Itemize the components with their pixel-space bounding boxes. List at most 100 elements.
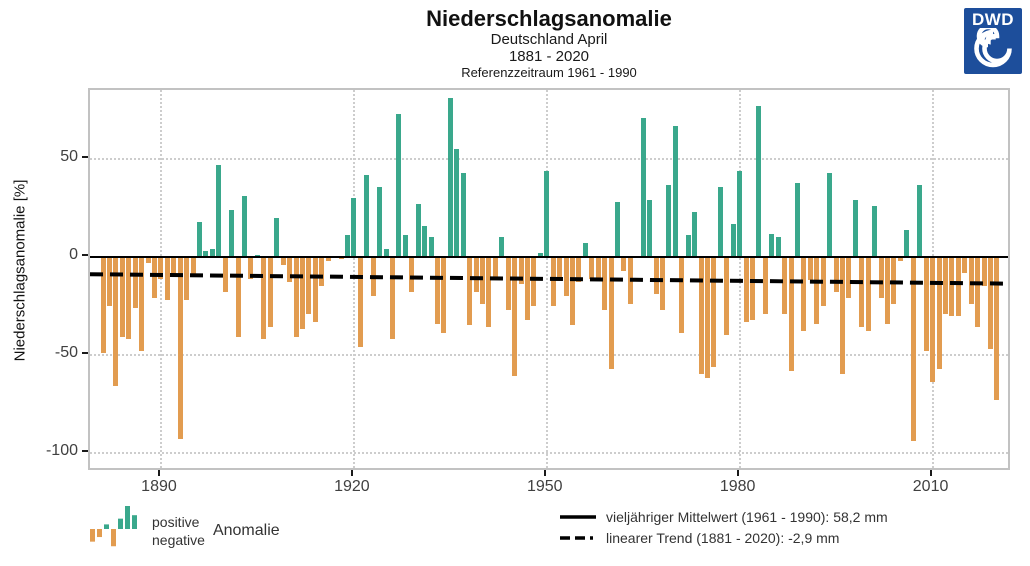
bar-1951	[550, 257, 556, 306]
bar-1959	[602, 257, 608, 310]
bar-1969	[666, 184, 672, 257]
y-tick-label: 50	[60, 148, 78, 166]
bar-2003	[885, 257, 891, 324]
bar-1946	[518, 257, 524, 285]
bar-1889	[152, 257, 158, 299]
bar-1924	[377, 186, 383, 257]
bar-1934	[441, 257, 447, 334]
bar-1982	[750, 257, 756, 320]
bar-1995	[833, 257, 839, 293]
plot-panel	[88, 88, 1010, 470]
bar-1914	[312, 257, 318, 322]
h-gridline	[90, 158, 1008, 161]
bar-1887	[139, 257, 145, 351]
bar-2010	[930, 257, 936, 383]
bar-1998	[852, 200, 858, 257]
bar-1987	[782, 257, 788, 314]
legend-negative-label: negative	[152, 532, 205, 548]
bar-1884	[119, 257, 125, 338]
page-title: Niederschlagsanomalie	[426, 6, 672, 31]
bar-1896	[197, 221, 203, 257]
bar-1983	[756, 106, 762, 257]
bar-1989	[795, 182, 801, 257]
x-tick-label: 1950	[526, 478, 563, 495]
bar-1990	[801, 257, 807, 332]
mean-reference-line	[90, 256, 1008, 258]
x-tick-mark	[543, 470, 546, 476]
bar-1939	[473, 257, 479, 293]
x-tick-label: 1920	[334, 478, 370, 495]
v-gridline	[545, 90, 548, 468]
x-tick-mark	[157, 470, 160, 476]
bar-1996	[840, 257, 846, 375]
bar-1956	[582, 243, 588, 257]
legend-anomalie-label: Anomalie	[212, 522, 280, 539]
bar-1941	[486, 257, 492, 328]
bar-1970	[672, 125, 678, 257]
legend-mean-label: vieljähriger Mittelwert (1961 - 1990): 5…	[606, 508, 888, 525]
bar-1980	[737, 170, 743, 257]
legend-lines: vieljähriger Mittelwert (1961 - 1990): 5…	[560, 506, 888, 548]
bar-1932	[428, 237, 434, 257]
x-tick-mark	[736, 470, 739, 476]
bar-1936	[454, 149, 460, 257]
dwd-logo: DWD	[964, 8, 1022, 74]
bar-1928	[402, 235, 408, 257]
bar-1950	[544, 170, 550, 257]
bar-1913	[306, 257, 312, 314]
bar-1979	[730, 223, 736, 257]
bar-1912	[299, 257, 305, 330]
bar-2016	[968, 257, 974, 304]
bar-1955	[576, 257, 582, 283]
bar-1903	[242, 196, 248, 257]
bar-2000	[865, 257, 871, 332]
bar-1881	[100, 257, 106, 353]
bar-1999	[859, 257, 865, 328]
bar-1925	[383, 249, 389, 257]
v-gridline	[159, 90, 162, 468]
chart-subtitle-region: Deutschland April	[490, 31, 608, 48]
bar-1888	[145, 257, 151, 263]
bar-1997	[846, 257, 852, 299]
bar-1978	[724, 257, 730, 336]
bar-2019	[987, 257, 993, 349]
bar-2013	[949, 257, 955, 316]
y-tick-label: -100	[45, 441, 78, 459]
y-tick-mark	[82, 156, 88, 159]
bar-1943	[499, 237, 505, 257]
bar-1921	[357, 257, 363, 348]
anomaly-bars-icon	[90, 506, 137, 547]
legend-mean-row: vieljähriger Mittelwert (1961 - 1990): 5…	[560, 506, 888, 527]
bar-1927	[396, 114, 402, 257]
bar-1948	[531, 257, 537, 306]
bar-1922	[364, 174, 370, 257]
dwd-spiral-icon	[974, 28, 1012, 68]
bar-1882	[107, 257, 113, 306]
bar-1974	[698, 257, 704, 375]
bar-1926	[389, 257, 395, 340]
chart-subtitle-reference: Referenzzeitraum 1961 - 1990	[461, 65, 637, 80]
bar-2008	[917, 184, 923, 257]
legend-trend-row: linearer Trend (1881 - 2020): -2,9 mm	[560, 527, 888, 548]
bar-1931	[422, 225, 428, 257]
legend-pos-neg-labels: positive negative	[152, 513, 205, 549]
bar-1954	[569, 257, 575, 326]
legend-trend-label: linearer Trend (1881 - 2020): -2,9 mm	[606, 529, 840, 546]
bar-1947	[524, 257, 530, 320]
bar-1886	[132, 257, 138, 308]
bar-1915	[319, 257, 325, 287]
bar-1966	[647, 200, 653, 257]
bar-1893	[177, 257, 183, 439]
bar-1902	[235, 257, 241, 338]
bar-1958	[595, 257, 601, 279]
bar-1960	[608, 257, 614, 369]
bar-1961	[615, 202, 620, 257]
bar-1937	[460, 172, 466, 257]
bar-1952	[557, 257, 563, 277]
bar-1899	[216, 165, 222, 257]
bar-1895	[190, 257, 196, 277]
bar-1929	[409, 257, 415, 293]
v-gridline	[352, 90, 355, 468]
h-gridline	[90, 353, 1008, 356]
